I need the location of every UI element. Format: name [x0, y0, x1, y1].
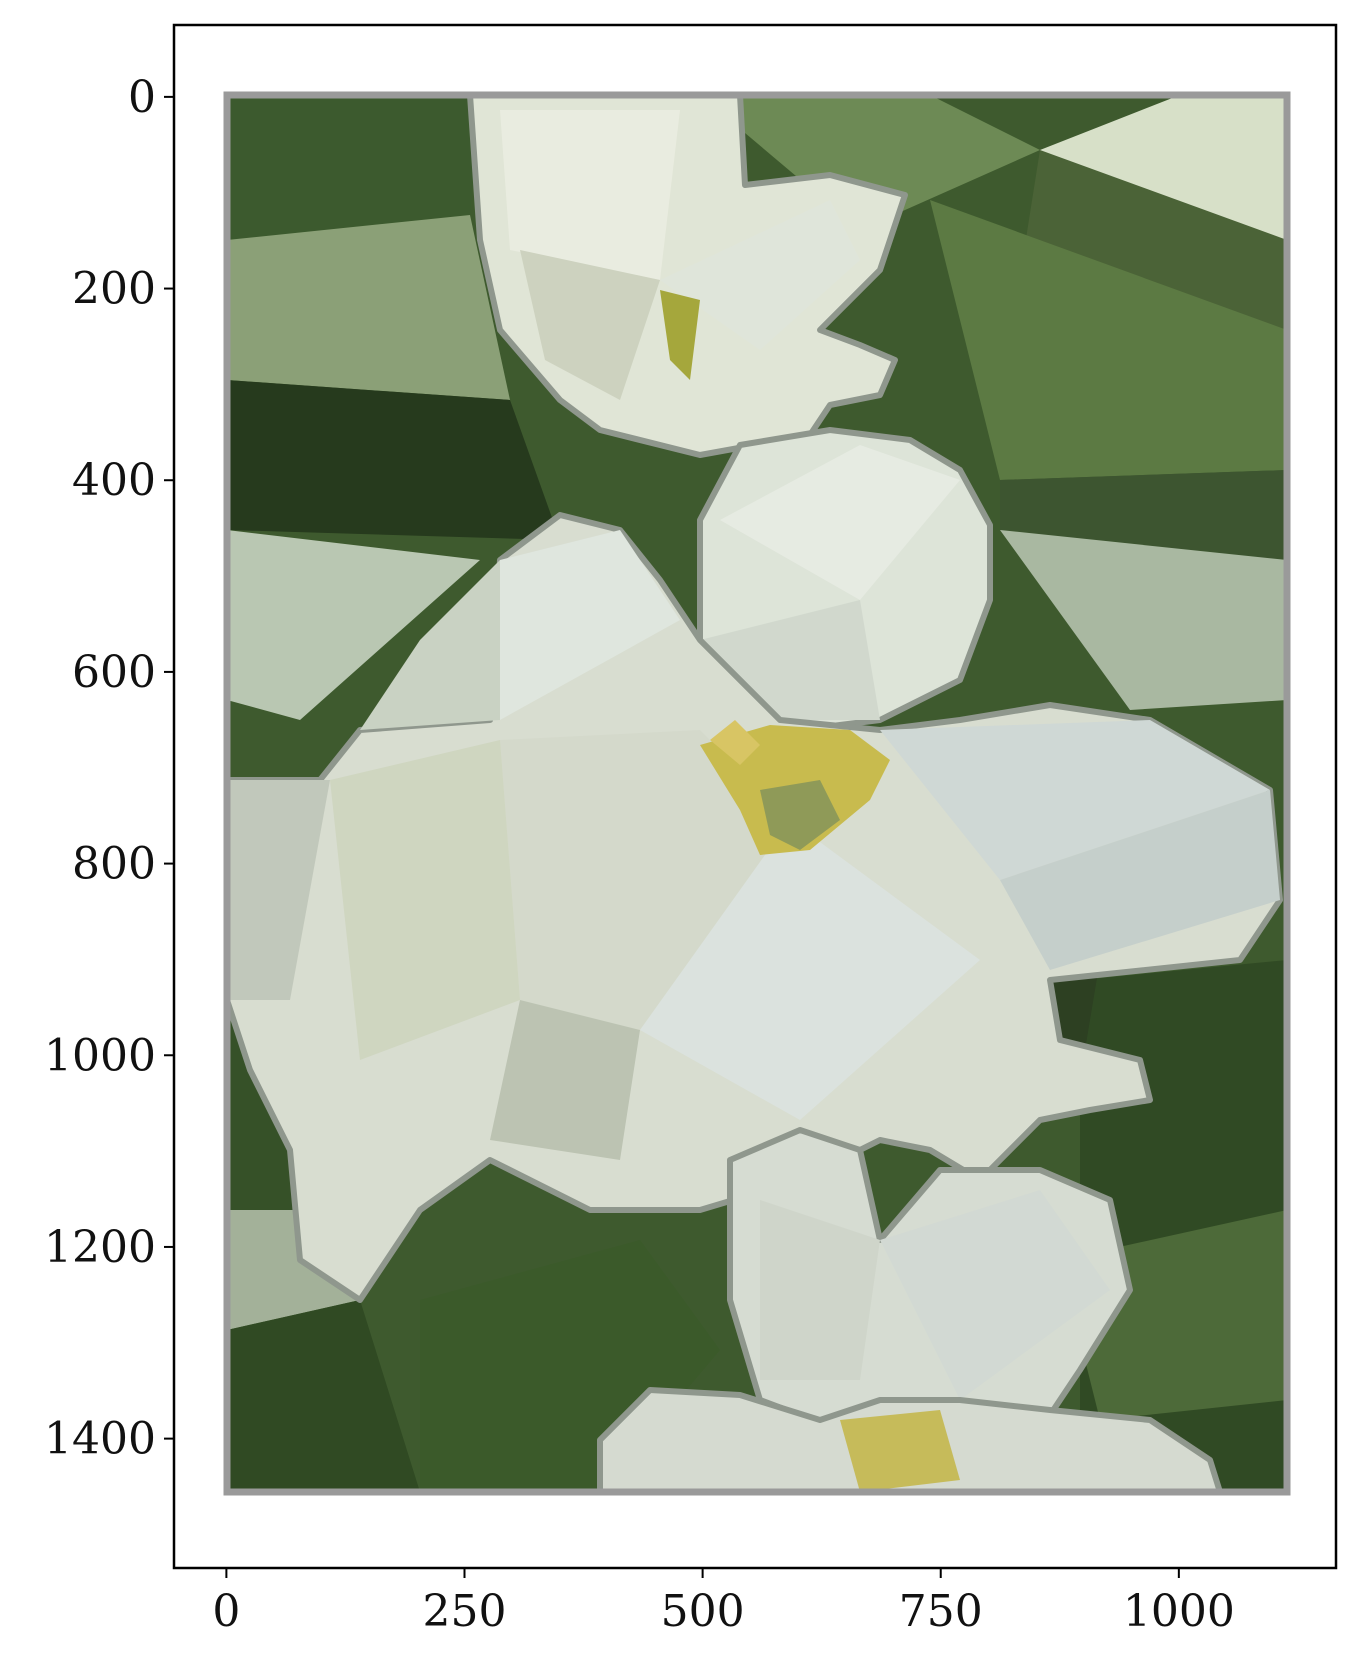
y-tick-label: 800 — [72, 839, 156, 890]
x-tick-label: 1000 — [1123, 1586, 1235, 1637]
flower-center — [227, 512, 1283, 1303]
image-border — [223, 91, 1291, 1496]
flower-bottom-edge — [597, 1387, 1223, 1492]
y-tick-label: 1000 — [44, 1030, 156, 1081]
x-axis: 0 250 500 750 1000 — [212, 1568, 1235, 1637]
y-tick-label: 1200 — [44, 1222, 156, 1273]
y-tick-label: 400 — [72, 455, 156, 506]
flower-artwork — [227, 95, 1287, 1492]
x-tick-label: 250 — [423, 1586, 507, 1637]
flower-center-stamens — [700, 720, 890, 855]
flower-bottom — [727, 1127, 1133, 1443]
y-tick-label: 0 — [128, 72, 156, 123]
y-axis: 0 200 400 600 800 1000 1200 1400 — [44, 72, 174, 1465]
x-tick-label: 750 — [899, 1586, 983, 1637]
y-tick-label: 600 — [72, 647, 156, 698]
x-tick-label: 500 — [661, 1586, 745, 1637]
flower-top — [467, 95, 908, 458]
y-tick-label: 200 — [72, 264, 156, 315]
x-tick-label: 0 — [212, 1586, 240, 1637]
flower-middle-right — [697, 427, 993, 733]
y-tick-label: 1400 — [44, 1414, 156, 1465]
